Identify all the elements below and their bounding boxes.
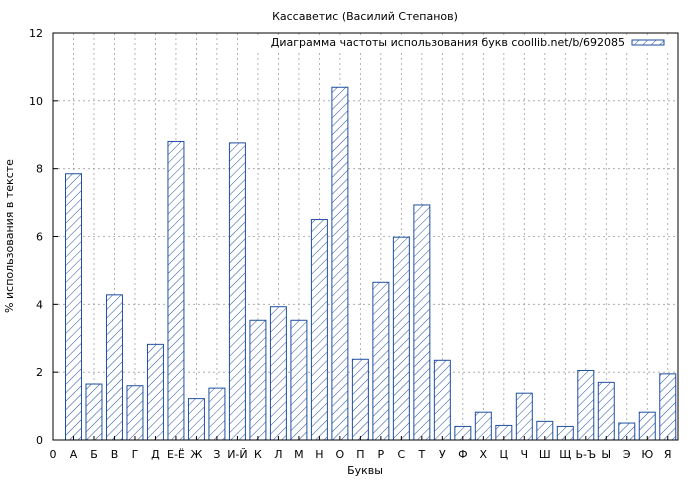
y-axis-label: % использования в тексте (3, 159, 16, 313)
bar (249, 319, 267, 441)
bar (515, 392, 533, 441)
bar (351, 358, 369, 441)
bar (187, 398, 205, 441)
bar (372, 281, 390, 441)
bar (638, 411, 656, 441)
x-tick-label: К (254, 448, 262, 461)
x-tick-label: Ц (500, 448, 509, 461)
x-tick-label: А (70, 448, 78, 461)
y-tick-label: 2 (36, 366, 43, 379)
x-tick-label: Б (90, 448, 98, 461)
bar (85, 383, 103, 441)
x-tick-label: Г (132, 448, 139, 461)
x-tick-label: М (294, 448, 304, 461)
y-tick-label: 8 (36, 163, 43, 176)
y-tick-label: 4 (36, 298, 43, 311)
x-tick-label: Д (151, 448, 160, 461)
x-tick-label: Ш (539, 448, 551, 461)
bar (392, 236, 410, 441)
bar (65, 173, 82, 441)
x-tick-label: Р (378, 448, 385, 461)
x-tick-label: О (336, 448, 345, 461)
y-tick-label: 12 (29, 27, 43, 40)
bar (228, 142, 246, 441)
bar (597, 381, 615, 441)
x-tick-label: П (356, 448, 364, 461)
y-tick-label: 6 (36, 231, 43, 244)
bar (474, 411, 492, 441)
x-axis-ticks: 0 А Б В Г Д Е-Ё Ж З И-Й К Л М Н О П Р С Т У Ф Х Ц Ч Ш Щ Ь-Ъ Ы Э Ю Я (50, 436, 672, 461)
chart-title: Кассаветис (Василий Степанов) (272, 10, 458, 23)
x-tick-label: З (213, 448, 220, 461)
grid (53, 33, 678, 440)
x-tick-label: У (439, 448, 446, 461)
bar (290, 319, 308, 441)
x-axis-label: Буквы (347, 464, 383, 477)
bar (577, 369, 595, 441)
bar (126, 385, 144, 441)
y-axis-ticks: 0 2 4 6 8 10 12 (29, 27, 58, 447)
legend: Диаграмма частоты использования букв coo… (240, 36, 672, 50)
bar (269, 306, 287, 441)
bar (659, 373, 677, 441)
bars (65, 86, 677, 441)
x-tick-label: Э (623, 448, 631, 461)
x-tick-label: Т (417, 448, 425, 461)
x-tick-label: Ь-Ъ (575, 448, 596, 461)
x-tick-label: С (398, 448, 406, 461)
bar (331, 86, 349, 441)
x-tick-label: 0 (50, 448, 57, 461)
y-tick-label: 10 (29, 95, 43, 108)
x-tick-label: Ы (601, 448, 611, 461)
bar (433, 359, 451, 441)
x-tick-label: Щ (559, 448, 571, 461)
x-tick-label: Н (315, 448, 323, 461)
x-tick-label: Е-Ё (167, 448, 185, 461)
bar (146, 343, 164, 441)
legend-swatch (631, 39, 665, 46)
x-tick-label: И-Й (227, 448, 247, 461)
x-tick-label: Я (664, 448, 672, 461)
bar (208, 387, 226, 441)
legend-label: Диаграмма частоты использования букв coo… (271, 36, 625, 49)
x-tick-label: Л (274, 448, 282, 461)
y-tick-label: 0 (36, 434, 43, 447)
x-tick-label: Х (480, 448, 488, 461)
bar (167, 141, 185, 441)
x-tick-label: В (111, 448, 119, 461)
x-tick-label: Ж (191, 448, 203, 461)
bar (105, 294, 123, 441)
x-tick-label: Ф (458, 448, 467, 461)
x-tick-label: Ч (521, 448, 529, 461)
legend-box (240, 36, 672, 50)
bar (413, 204, 431, 441)
x-tick-label: Ю (641, 448, 653, 461)
bar (310, 219, 328, 441)
